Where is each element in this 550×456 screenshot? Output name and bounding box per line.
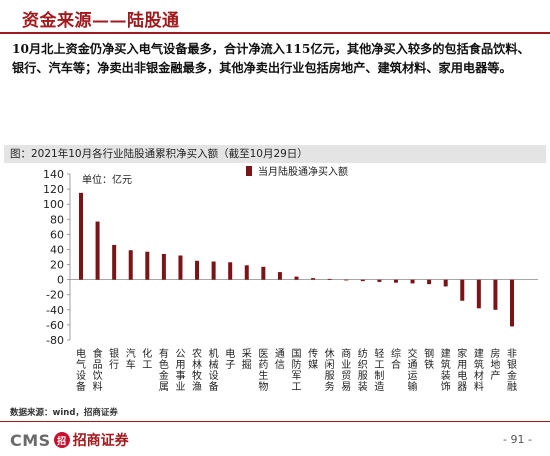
bar-25 [476, 279, 481, 309]
x-tick-label: 食品饮料 [93, 347, 103, 393]
bar-20 [393, 279, 398, 283]
x-tick-label: 银行 [109, 347, 119, 371]
x-tick-label: 轻工制造 [374, 347, 384, 393]
legend-swatch [246, 166, 252, 176]
bar-18 [360, 279, 365, 282]
x-tick-label: 化工 [142, 347, 152, 371]
bar-27 [510, 279, 514, 327]
legend-label: 当月陆股通净买入额 [258, 165, 348, 178]
x-tick-label: 国防军工 [292, 348, 302, 393]
chart-caption: 图：2021年10月各行业陆股通累积净买入额（截至10月29日） [4, 145, 546, 163]
y-tick-label: 0 [57, 274, 64, 287]
title-divider [0, 32, 550, 34]
data-source: 数据来源：wind，招商证券 [10, 408, 118, 418]
bar-10 [228, 262, 233, 280]
bar-11 [244, 265, 249, 280]
page-title: 资金来源——陆股通 [22, 11, 180, 31]
bar-14 [294, 276, 299, 280]
x-tick-label: 钢铁 [424, 347, 434, 371]
bar-3 [112, 244, 117, 280]
bar-6 [161, 253, 166, 280]
y-tick-label: 80 [50, 213, 64, 226]
x-tick-label: 汽车 [126, 347, 136, 371]
footer-divider [0, 421, 550, 422]
company-logo: CMS 招 招商证券 [10, 429, 129, 451]
bar-23 [443, 279, 448, 287]
y-tick-label: 60 [50, 228, 64, 241]
y-tick-label: -40 [46, 304, 64, 317]
x-tick-label: 建筑装饰 [441, 347, 451, 393]
bar-9 [211, 261, 216, 280]
bar-7 [178, 255, 183, 280]
x-tick-label: 建筑材料 [474, 347, 484, 393]
x-tick-label: 机械设备 [209, 347, 219, 393]
summary-text: 10月北上资金仍净买入电气设备最多，合计净流入115亿元，其他净买入较多的包括食… [12, 42, 530, 75]
bar-5 [145, 251, 150, 280]
bar-15 [311, 278, 316, 280]
x-tick-label: 公用事业 [175, 349, 185, 393]
bar-8 [195, 260, 200, 280]
chart-container: 140 120 100 80 60 40 20 0 -20 -40 -60 -80 电气设备 食品饮料银… [0, 163, 550, 403]
x-tick-label: 农林牧渔 [192, 347, 202, 393]
x-tick-label: 非银金融 [507, 348, 517, 393]
bar-16 [327, 278, 332, 280]
x-tick-label: 传媒 [308, 348, 318, 371]
bar-22 [427, 279, 432, 285]
bar-17 [344, 279, 349, 281]
bar-13 [277, 272, 282, 280]
title-bar: 资金来源——陆股通 [0, 0, 550, 36]
page-number: - 91 - [503, 433, 532, 446]
x-tick-label: 医药生物 [258, 348, 268, 393]
x-tick-label: 综合 [391, 347, 401, 371]
y-tick-label: 140 [43, 168, 64, 181]
y-tick-label: 40 [50, 243, 64, 256]
y-tick-label: 120 [43, 183, 64, 196]
logo-wordmark: CMS [10, 430, 51, 450]
bar-24 [460, 279, 465, 301]
y-tick-label: -60 [46, 319, 64, 332]
x-tick-label: 房地产 [490, 347, 500, 382]
x-tick-label: 家用电器 [457, 347, 467, 393]
x-tick-label: 休闲服务 [325, 348, 335, 393]
bar-chart: 140 120 100 80 60 40 20 0 -20 -40 -60 -80 电气设备食品饮料银… [43, 165, 538, 393]
x-tick-label: 有色金属 [159, 347, 169, 393]
y-tick-label: -20 [46, 289, 64, 302]
chart-axes: 140 120 100 80 60 40 20 0 -20 -40 -60 -80 [43, 168, 538, 347]
bar-19 [377, 279, 382, 282]
x-tick-label: 电子 [225, 347, 235, 371]
bar-26 [493, 279, 498, 310]
bar-4 [128, 250, 133, 280]
unit-label: 单位：亿元 [82, 173, 132, 186]
bar-21 [410, 279, 415, 284]
y-tick-label: 20 [50, 259, 64, 272]
x-tick-label: 电气设备 [76, 347, 86, 393]
logo-chinese-name: 招商证券 [72, 433, 129, 449]
y-tick-label: -80 [46, 334, 64, 347]
x-tick-label: 商业贸易 [341, 347, 351, 393]
x-tick-label: 纺织服装 [358, 347, 368, 393]
chart-bars [79, 192, 514, 327]
x-tick-label: 通信 [275, 348, 285, 371]
y-tick-label: 100 [43, 198, 64, 211]
bar-2 [95, 221, 100, 280]
logo-badge-icon: 招 [53, 432, 70, 448]
bar-12 [261, 266, 266, 280]
bar-1 [79, 192, 83, 280]
x-tick-label: 采掘 [242, 348, 252, 371]
chart-x-labels: 电气设备食品饮料银行汽车化工有色金属公用事业农林牧渔机械设备电子采掘医药生物通信… [76, 347, 517, 393]
x-tick-label: 交通运输 [408, 347, 418, 393]
